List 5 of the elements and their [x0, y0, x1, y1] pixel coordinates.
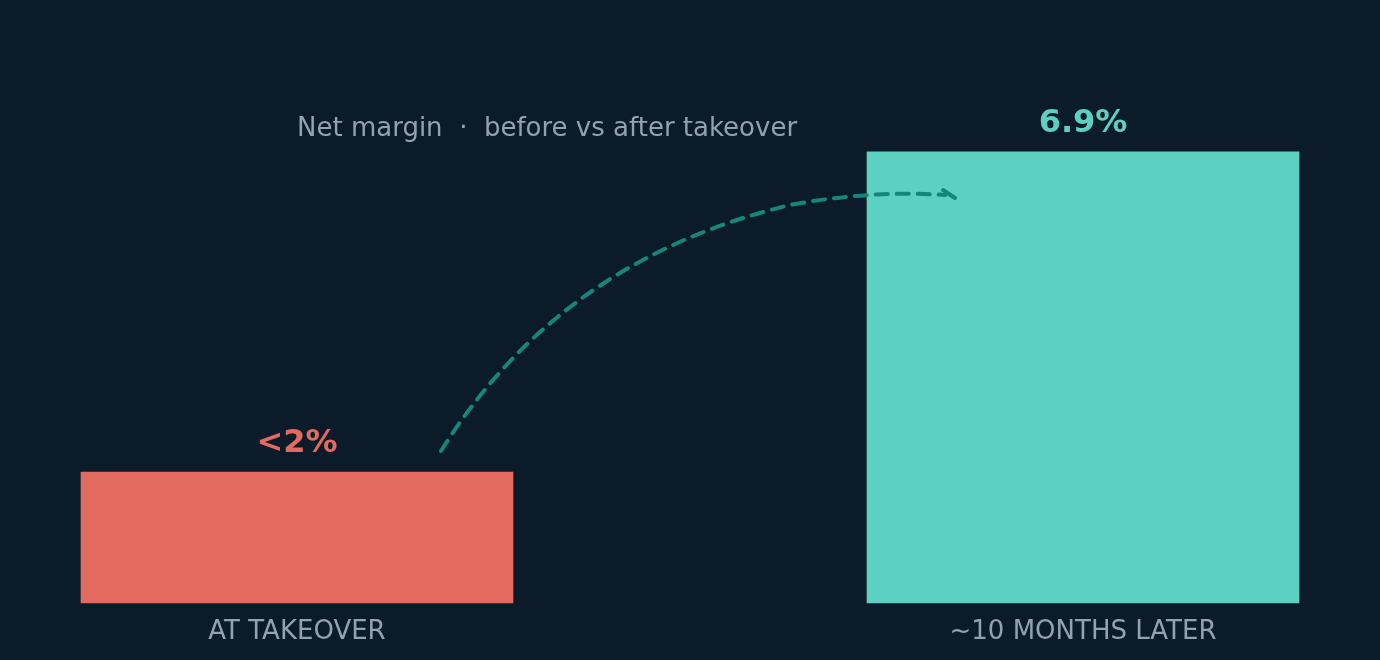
x-tick-label: AT TAKEOVER [208, 615, 386, 646]
chart-title: Net margin · before vs after takeover [297, 112, 798, 143]
data-label: <2% [256, 422, 338, 461]
data-label: 6.9% [1038, 102, 1128, 141]
x-tick-label: ~10 MONTHS LATER [949, 615, 1217, 646]
